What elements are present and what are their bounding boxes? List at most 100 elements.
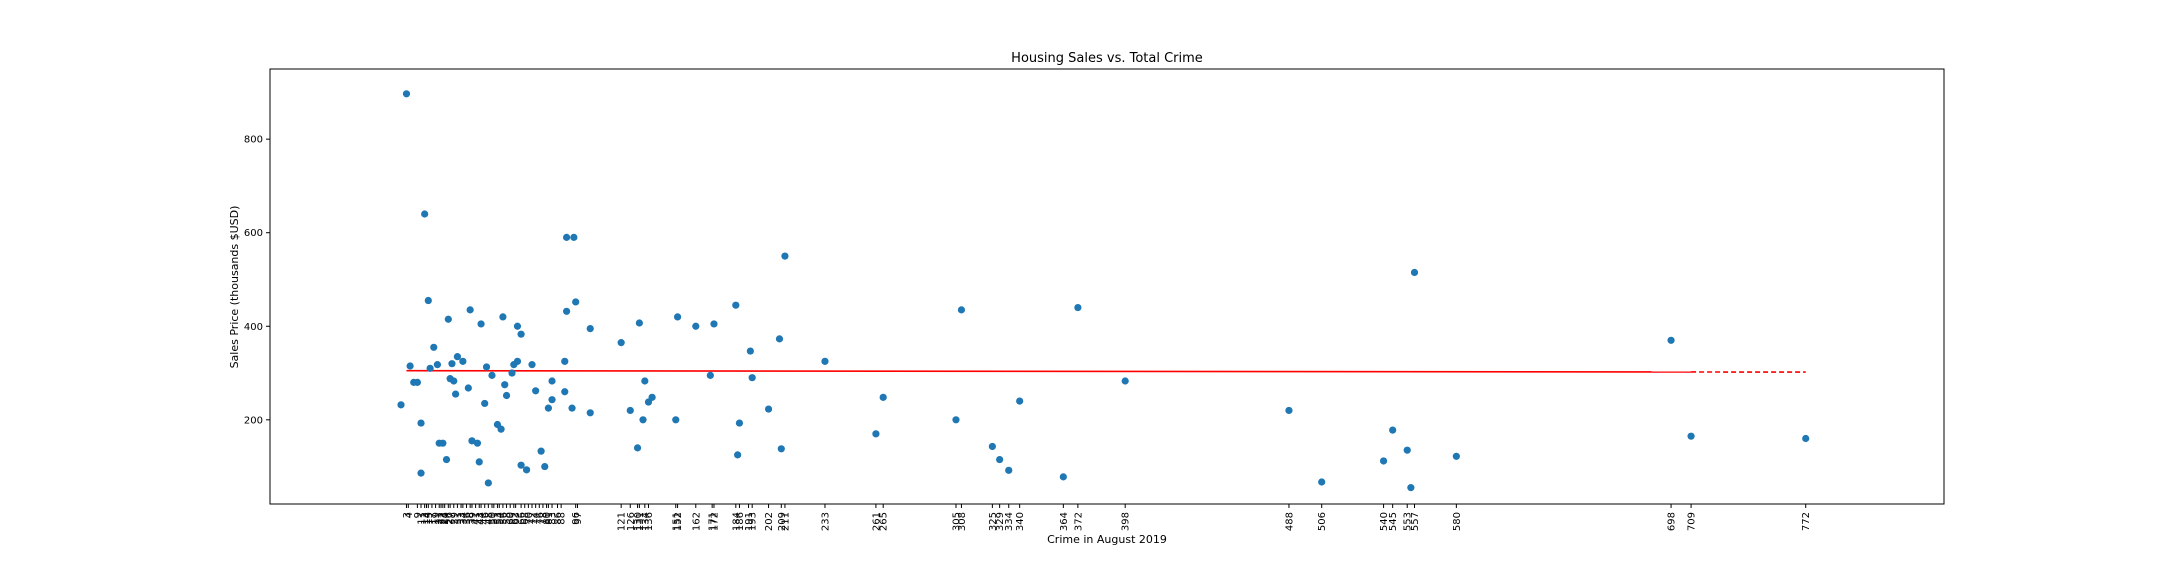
scatter-point — [1687, 432, 1695, 440]
scatter-point — [508, 369, 516, 377]
x-tick-label: 557 — [1410, 512, 1421, 531]
scatter-point — [475, 458, 483, 466]
scatter-point — [473, 439, 482, 447]
x-tick-label: 329 — [995, 512, 1006, 531]
scatter-point — [548, 396, 556, 404]
scatter-point — [464, 384, 472, 392]
scatter-point — [517, 330, 525, 338]
x-tick-label: 78 — [538, 512, 549, 525]
x-tick-label: 698 — [1667, 512, 1678, 531]
x-tick-label: 29 — [449, 512, 460, 525]
x-tick-label: 70 — [524, 512, 535, 525]
scatter-point — [484, 479, 492, 487]
scatter-point — [1121, 377, 1129, 385]
x-tick-label: 121 — [617, 512, 628, 531]
x-tick-label: 44 — [477, 512, 488, 525]
y-tick-label: 800 — [244, 135, 263, 146]
x-tick-label: 261 — [871, 512, 882, 531]
x-tick-label: 81 — [544, 512, 555, 525]
x-tick-label: 171 — [708, 512, 719, 531]
scatter-point — [1802, 434, 1810, 443]
x-tick-label: 17 — [427, 512, 438, 525]
x-tick-label: 131 — [635, 512, 646, 531]
fit-line-layer — [406, 369, 1806, 373]
x-tick-label: 364 — [1059, 512, 1070, 531]
scatter-point — [1410, 268, 1419, 277]
scatter-point — [468, 437, 476, 445]
x-tick-label: 211 — [780, 512, 791, 531]
x-tick-label: 233 — [820, 512, 831, 531]
x-tick-label: 66 — [517, 512, 528, 525]
scatter-point — [424, 296, 432, 305]
scatter-point — [1389, 426, 1397, 434]
x-tick-label: 398 — [1121, 512, 1132, 531]
scatter-point — [641, 377, 649, 385]
scatter-point — [528, 361, 536, 369]
scatter-point — [501, 381, 509, 389]
scatter-point — [952, 416, 960, 424]
x-tick-label: 96 — [571, 512, 582, 525]
x-tick-label: 506 — [1317, 512, 1328, 531]
x-tick-label: 308 — [957, 512, 968, 531]
scatter-point — [1059, 473, 1067, 481]
scatter-point — [402, 90, 411, 98]
x-tick-label: 130 — [633, 512, 644, 531]
scatter-point — [633, 444, 642, 452]
x-tick-label: 372 — [1073, 512, 1084, 531]
x-tick-label: 134 — [640, 512, 651, 531]
scatter-point — [513, 357, 522, 365]
plot-frame — [269, 68, 1945, 505]
x-tick-label: 580 — [1452, 512, 1463, 531]
x-tick-label: 9 — [413, 512, 424, 518]
scatter-point — [417, 469, 425, 477]
x-tick-label: 209 — [777, 512, 788, 531]
x-tick-label: 772 — [1801, 512, 1812, 531]
x-tick-label: 50 — [487, 512, 498, 525]
x-tick-label: 62 — [509, 512, 520, 525]
scatter-point — [562, 307, 571, 315]
scatter-point — [513, 322, 522, 330]
scatter-points — [397, 90, 1810, 492]
scatter-point — [459, 357, 467, 365]
scatter-point — [439, 439, 447, 447]
scatter-point — [764, 405, 773, 413]
scatter-point — [1285, 406, 1293, 415]
x-tick-label: 76 — [535, 512, 546, 525]
x-tick-label: 19 — [431, 512, 442, 525]
scatter-point — [1403, 446, 1411, 454]
x-tick-label: 97 — [573, 512, 584, 525]
x-tick-label: 488 — [1284, 512, 1295, 531]
x-tick-label: 13 — [420, 512, 431, 525]
scatter-point — [477, 320, 485, 328]
scatter-point — [748, 374, 756, 382]
x-tick-label: 26 — [444, 512, 455, 525]
scatter-point — [444, 315, 452, 323]
x-tick-label: 31 — [453, 512, 464, 525]
y-tick-label: 400 — [244, 322, 263, 333]
x-tick-label: 305 — [951, 512, 962, 531]
scatter-point — [746, 347, 754, 355]
x-tick-label: 126 — [626, 512, 637, 531]
scatter-point — [451, 390, 460, 398]
x-tick-label: 80 — [542, 512, 553, 525]
scatter-point — [544, 404, 552, 412]
scatter-point — [561, 388, 569, 396]
y-axis-title: Sales Price (thousands $USD) — [228, 206, 241, 369]
x-tick-label: 152 — [673, 512, 684, 531]
scatter-point — [710, 320, 718, 328]
scatter-point — [397, 401, 405, 409]
scatter-point — [421, 210, 429, 218]
scatter-point — [617, 339, 625, 347]
scatter-point — [777, 445, 785, 453]
x-tick-label: 4 — [404, 512, 415, 518]
x-tick-label: 53 — [493, 512, 504, 525]
scatter-point — [732, 301, 740, 309]
x-tick-label: 33 — [457, 512, 468, 525]
scatter-point — [426, 364, 434, 372]
scatter-point — [957, 306, 966, 314]
x-tick-label: 15 — [424, 512, 435, 525]
scatter-point — [626, 406, 634, 415]
x-tick-label: 3 — [402, 512, 413, 518]
fit-line — [406, 369, 1692, 373]
x-tick-label: 22 — [437, 512, 448, 525]
